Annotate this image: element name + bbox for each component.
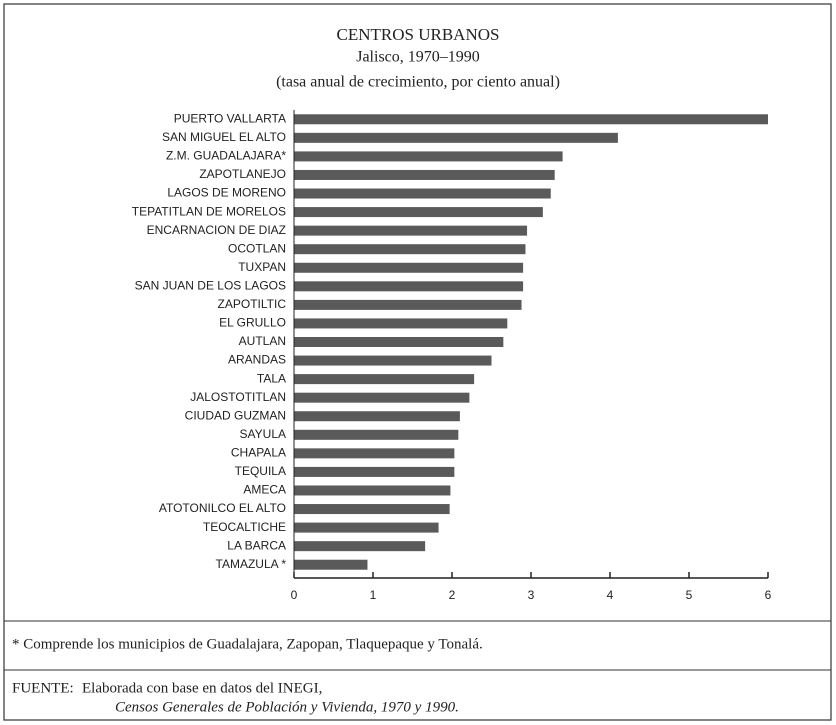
- source-label: FUENTE:: [12, 680, 74, 696]
- bar: [294, 448, 455, 459]
- bar: [294, 299, 522, 310]
- source-italic: Censos Generales de Población y Vivienda…: [115, 699, 459, 715]
- chart-subtitle: Jalisco, 1970–1990: [356, 49, 480, 66]
- y-tick-label: ARANDAS: [228, 353, 286, 367]
- bar: [294, 225, 528, 236]
- y-tick-label: EL GRULLO: [219, 316, 286, 330]
- y-tick-label: TALA: [257, 371, 286, 385]
- bar: [294, 262, 524, 273]
- bar: [294, 411, 460, 422]
- chart-note: (tasa anual de crecimiento, por ciento a…: [276, 74, 560, 91]
- y-tick-label: TUXPAN: [238, 260, 286, 274]
- bar: [294, 429, 459, 440]
- y-tick-label: LAGOS DE MORENO: [167, 186, 286, 200]
- chart-title: CENTROS URBANOS: [337, 25, 500, 44]
- y-tick-label: TAMAZULA *: [216, 557, 287, 571]
- y-tick-label: CHAPALA: [231, 446, 286, 460]
- y-tick-label: PUERTO VALLARTA: [174, 111, 286, 125]
- bar: [294, 541, 426, 552]
- y-tick-label: AMECA: [243, 483, 286, 497]
- y-tick-label: ZAPOTLANEJO: [199, 167, 286, 181]
- y-tick-label: OCOTLAN: [228, 241, 286, 255]
- x-tick-label: 6: [765, 588, 772, 602]
- y-tick-label: AUTLAN: [239, 334, 286, 348]
- y-tick-label: TEPATITLAN DE MORELOS: [132, 204, 286, 218]
- x-tick-label: 5: [686, 588, 693, 602]
- y-tick-label: Z.M. GUADALAJARA*: [166, 149, 286, 163]
- x-tick-label: 1: [370, 588, 377, 602]
- y-tick-label: TEQUILA: [235, 464, 286, 478]
- bar: [294, 559, 368, 570]
- bar: [294, 355, 492, 366]
- y-tick-label: JALOSTOTITLAN: [190, 390, 286, 404]
- bar: [294, 169, 555, 180]
- bar: [294, 392, 470, 403]
- bar: [294, 318, 508, 329]
- bar: [294, 504, 450, 515]
- bar: [294, 522, 439, 533]
- x-tick-label: 2: [449, 588, 456, 602]
- y-tick-label: TEOCALTICHE: [203, 520, 286, 534]
- y-tick-label: ENCARNACION DE DIAZ: [147, 223, 286, 237]
- x-tick-label: 3: [528, 588, 535, 602]
- bar: [294, 114, 768, 125]
- bar: [294, 132, 618, 143]
- bar: [294, 466, 455, 477]
- bar: [294, 244, 526, 255]
- bar: [294, 374, 475, 385]
- bar: [294, 207, 543, 218]
- frame: [3, 3, 832, 721]
- bar: [294, 485, 451, 496]
- y-tick-label: SAN JUAN DE LOS LAGOS: [135, 278, 286, 292]
- bar: [294, 337, 504, 347]
- y-tick-label: SAN MIGUEL EL ALTO: [162, 130, 286, 144]
- footnote: * Comprende los municipios de Guadalajar…: [12, 636, 483, 652]
- bar: [294, 151, 563, 162]
- source-text: Elaborada con base en datos del INEGI,: [82, 680, 322, 696]
- y-tick-label: SAYULA: [240, 427, 286, 441]
- x-tick-label: 4: [607, 588, 614, 602]
- y-tick-label: LA BARCA: [227, 538, 286, 552]
- y-tick-label: ATOTONILCO EL ALTO: [159, 501, 286, 515]
- x-tick-label: 0: [291, 588, 298, 602]
- bar: [294, 188, 551, 199]
- y-tick-label: ZAPOTILTIC: [218, 297, 287, 311]
- bar: [294, 281, 524, 292]
- y-tick-label: CIUDAD GUZMAN: [185, 408, 286, 422]
